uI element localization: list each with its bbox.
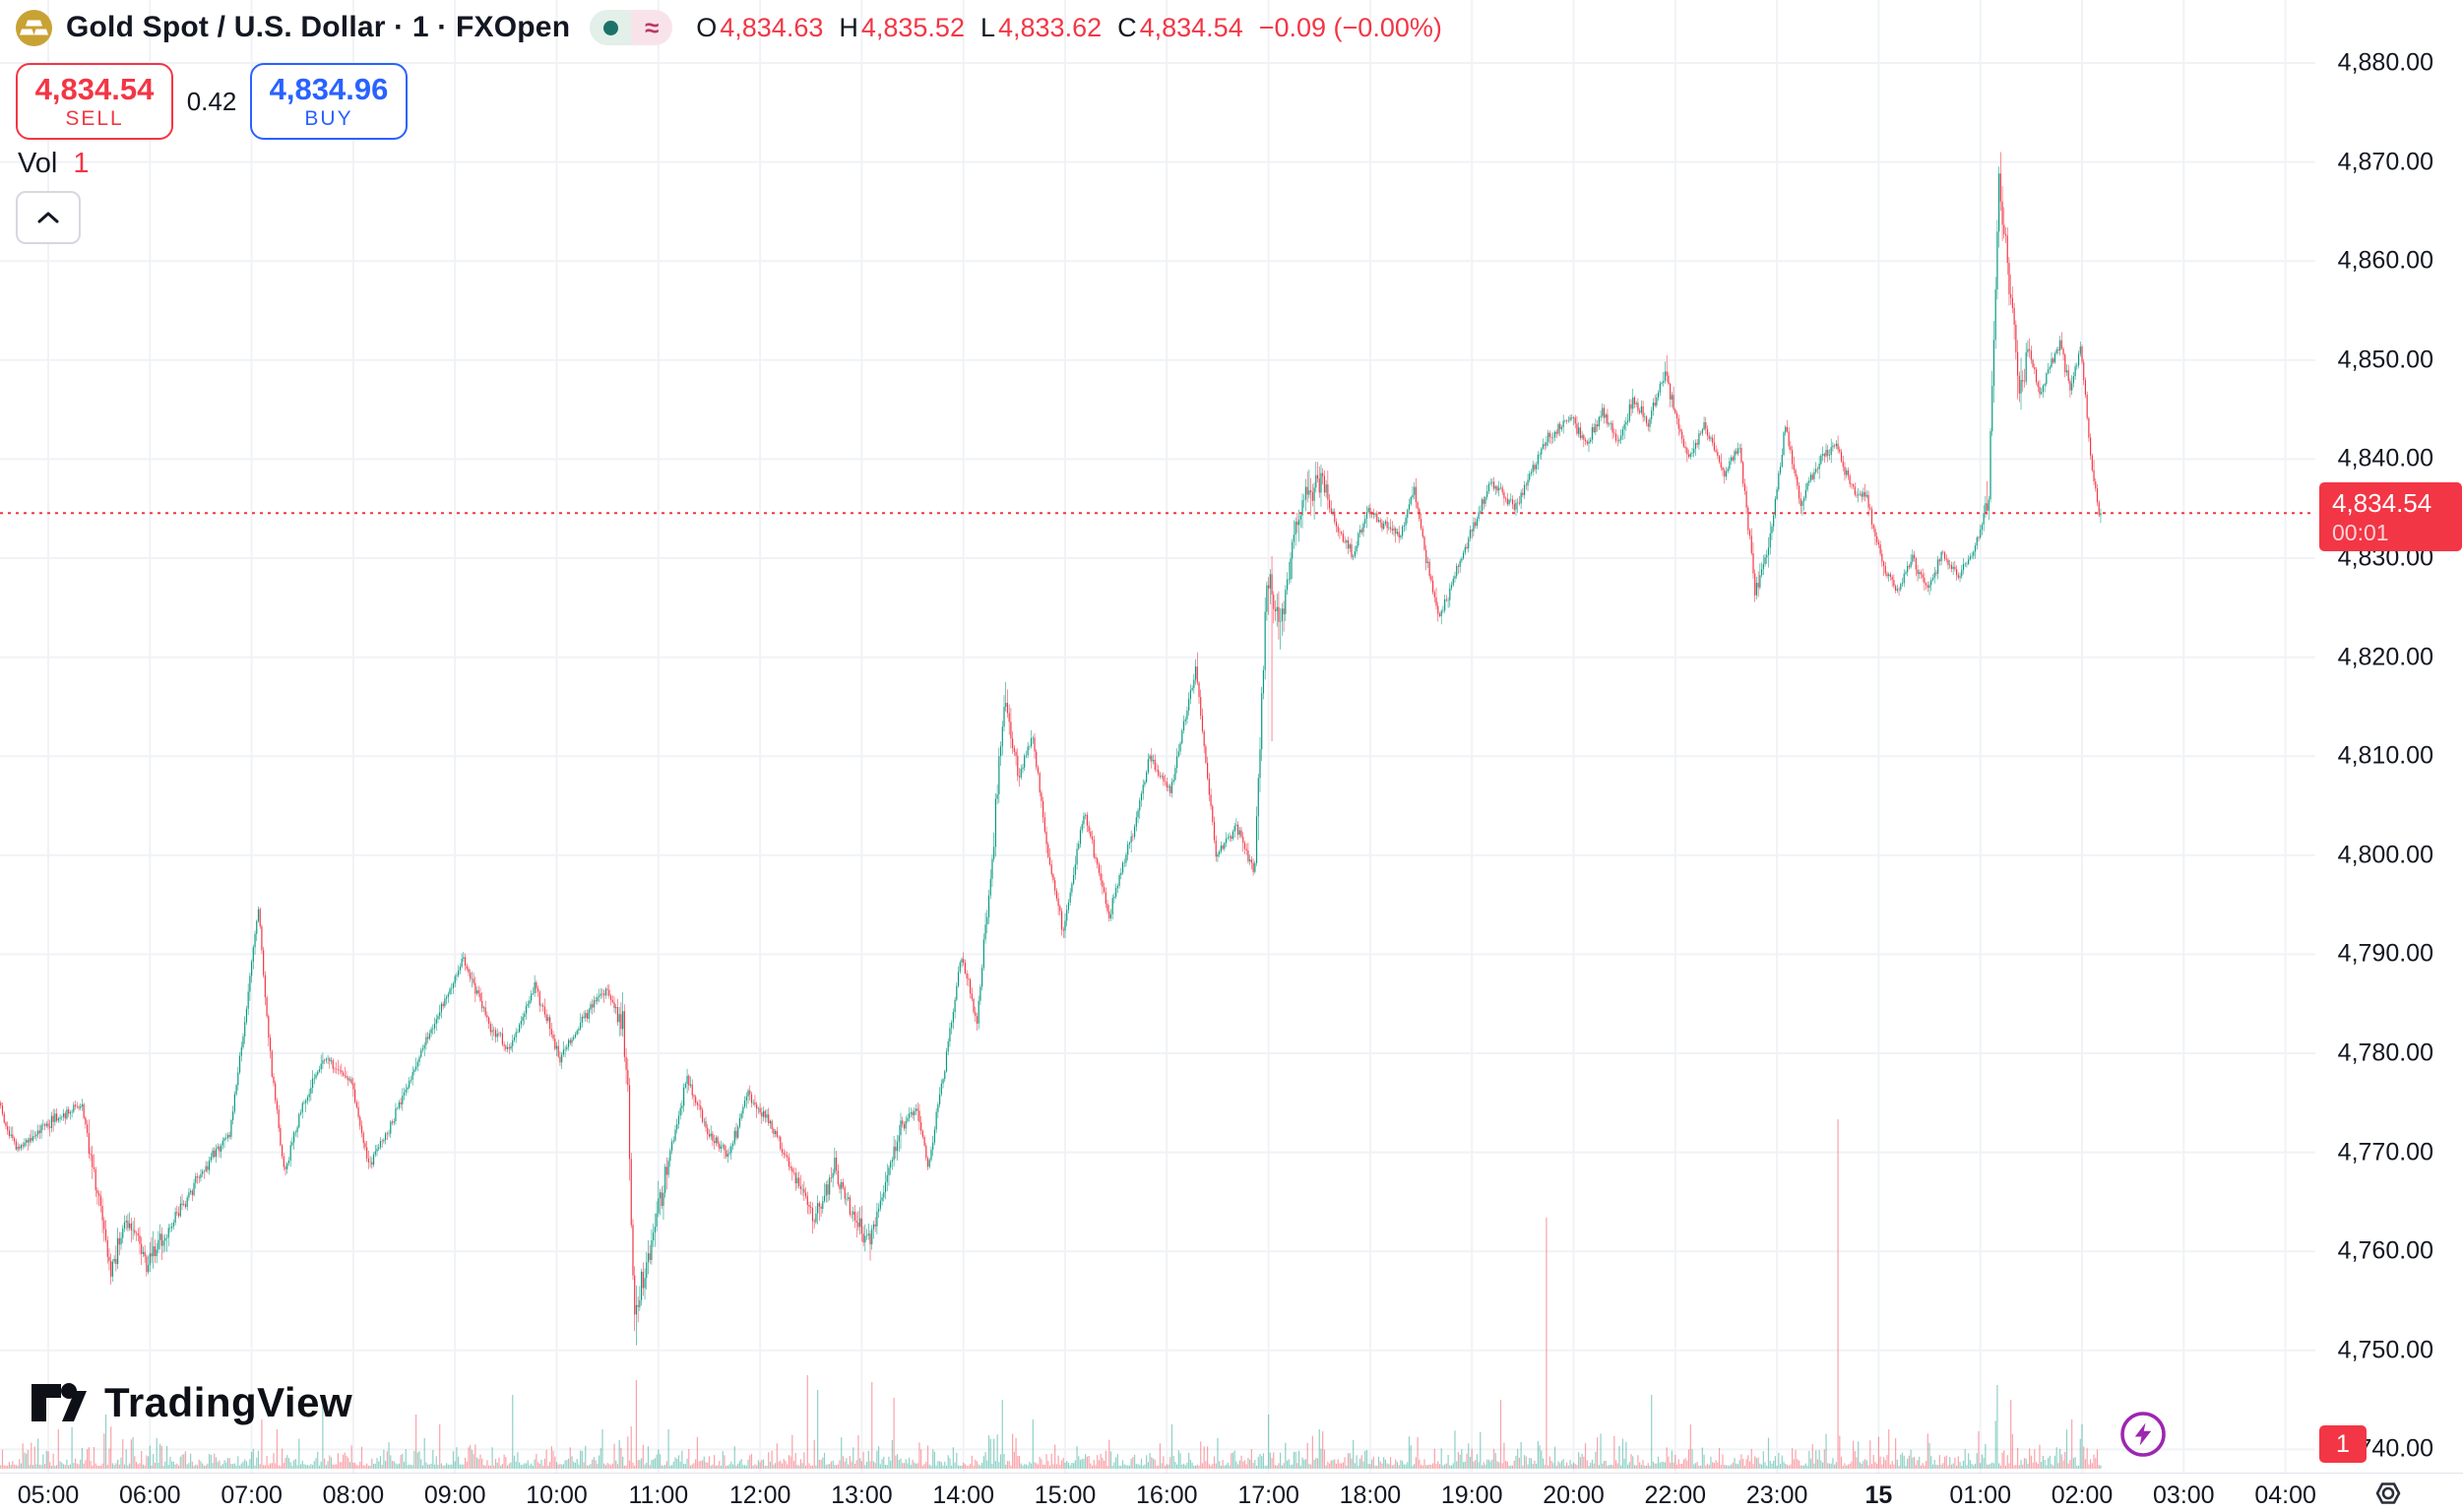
price-tick-label: 4,750.00 [2337,1336,2433,1364]
time-axis[interactable]: 05:00 06:00 07:00 08:00 09:00 10:00 11:00 12:00… [0,1473,2315,1512]
price-tick-label: 4,860.00 [2337,246,2433,275]
time-tick-label: 16:00 [1136,1481,1198,1509]
low-value: 4,833.62 [998,12,1103,42]
time-tick-label: 15 [1864,1481,1893,1509]
time-tick-label: 09:00 [423,1481,486,1509]
time-tick-label: 13:00 [831,1481,893,1509]
time-tick-label: 17:00 [1237,1481,1299,1509]
time-tick-label: 23:00 [1745,1481,1808,1509]
sell-label: SELL [65,106,124,130]
time-tick-label: 06:00 [119,1481,181,1509]
time-tick-label: 19:00 [1440,1481,1503,1509]
sell-button[interactable]: 4,834.54 SELL [16,63,173,140]
bar-countdown: 00:01 [2332,519,2389,545]
change-value: −0.09 (−0.00%) [1258,12,1442,42]
last-price-value: 4,834.54 [2332,488,2432,519]
time-tick-label: 03:00 [2153,1481,2215,1509]
price-tick-label: 4,770.00 [2337,1138,2433,1166]
price-tick-label: 4,810.00 [2337,741,2433,770]
order-panel: 4,834.54 SELL 0.42 4,834.96 BUY [16,63,408,140]
price-axis[interactable]: 4,834.54 00:01 1 4,880.00 4,870.00 4,860.0… [2315,0,2463,1473]
open-label: O [696,12,718,42]
close-label: C [1117,12,1137,42]
time-tick-label: 18:00 [1339,1481,1402,1509]
price-tick-label: 4,850.00 [2337,346,2433,374]
quick-trade-lightning-button[interactable] [2118,1410,2168,1464]
candles-down [0,152,2100,1332]
tradingview-logo-icon [30,1378,89,1427]
high-label: H [839,12,858,42]
volume-axis-badge: 1 [2319,1425,2367,1463]
low-label: L [979,12,995,42]
time-tick-label: 04:00 [2254,1481,2315,1509]
ohlc-readout: O 4,834.63 H 4,835.52 L 4,833.62 C 4,834.54 … [696,13,1442,43]
price-tick-label: 4,780.00 [2337,1039,2433,1067]
axis-settings-gear-icon[interactable] [2370,1476,2406,1512]
time-tick-label: 05:00 [17,1481,80,1509]
approx-price-icon: ≈ [631,10,673,45]
price-tick-label: 4,820.00 [2337,643,2433,671]
price-tick-label: 4,840.00 [2337,444,2433,472]
buy-button[interactable]: 4,834.96 BUY [250,63,408,140]
spread-value: 0.42 [186,86,237,116]
volume-label: Vol [18,148,58,179]
chevron-up-icon [37,212,59,223]
time-tick-label: 11:00 [628,1481,689,1509]
time-axis-corner [2315,1473,2463,1512]
grid-lines [0,0,2315,1473]
price-tick-label: 4,790.00 [2337,939,2433,968]
market-status-badge[interactable]: ≈ [590,10,673,45]
time-tick-label: 14:00 [932,1481,994,1509]
price-tick-label: 4,800.00 [2337,841,2433,869]
volume-value: 1 [73,148,90,179]
symbol-header: Gold Spot / U.S. Dollar · 1 · FXOpen ≈ O… [16,8,1442,47]
open-value: 4,834.63 [720,12,824,42]
buy-label: BUY [304,106,353,130]
tradingview-watermark[interactable]: TradingView [30,1378,352,1427]
time-tick-label: 07:00 [221,1481,283,1509]
time-tick-label: 10:00 [526,1481,588,1509]
last-price-label: 4,834.54 00:01 [2319,482,2462,551]
price-tick-label: 4,880.00 [2337,48,2433,77]
price-tick-label: 4,870.00 [2337,148,2433,176]
market-open-dot-icon [590,10,632,45]
high-value: 4,835.52 [860,12,965,42]
collapse-panel-button[interactable] [16,191,81,244]
symbol-title[interactable]: Gold Spot / U.S. Dollar · 1 · FXOpen [66,11,571,43]
time-tick-label: 12:00 [728,1481,791,1509]
close-value: 4,834.54 [1139,12,1243,42]
tradingview-brand-text: TradingView [104,1379,353,1425]
time-tick-label: 22:00 [1644,1481,1707,1509]
time-tick-label: 02:00 [2051,1481,2114,1509]
time-tick-label: 15:00 [1034,1481,1097,1509]
price-tick-label: 4,760.00 [2337,1236,2433,1265]
time-tick-label: 01:00 [1949,1481,2011,1509]
sell-price: 4,834.54 [34,72,155,107]
gold-symbol-icon [16,9,52,46]
volume-legend: Vol 1 [18,148,89,180]
buy-price: 4,834.96 [269,72,389,107]
time-tick-label: 20:00 [1543,1481,1605,1509]
time-tick-label: 08:00 [322,1481,385,1509]
